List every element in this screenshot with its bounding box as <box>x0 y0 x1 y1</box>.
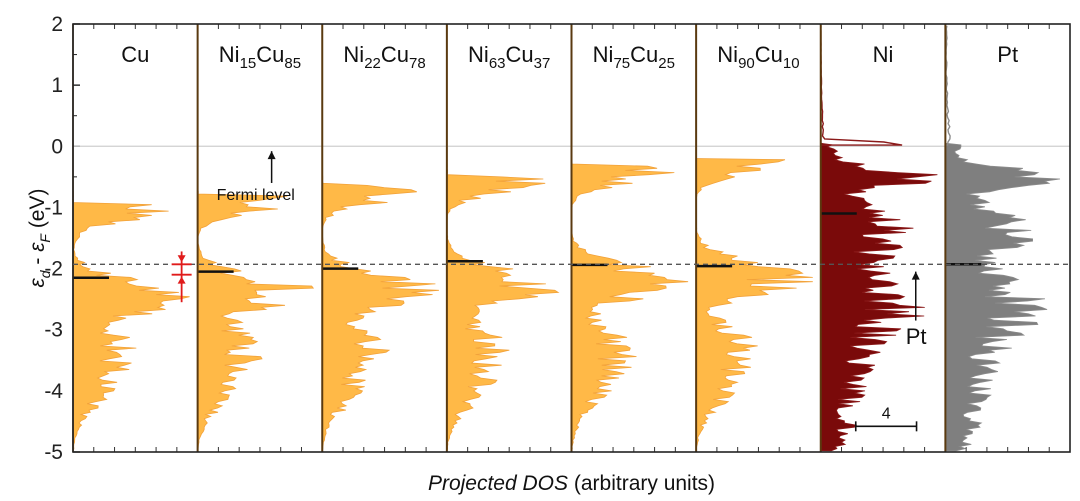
pt-label: Pt <box>906 324 927 349</box>
dos-area-Ni75Cu25 <box>571 158 689 452</box>
panel-title-Cu: Cu <box>121 42 149 67</box>
fermi-level-label: Fermi level <box>217 187 295 204</box>
panel-Ni75Cu25 <box>570 24 689 452</box>
panel-title-Ni75Cu25: Ni75Cu25 <box>593 42 675 72</box>
panel-Ni90Cu10 <box>695 24 813 452</box>
dos-area-Ni90Cu10 <box>695 158 813 452</box>
panel-title-Ni: Ni <box>873 42 894 67</box>
ytick-label: 0 <box>51 135 63 158</box>
y-axis-title: εd - εF (eV) <box>26 188 53 287</box>
panel-title-Ni90Cu10: Ni90Cu10 <box>717 42 799 72</box>
panel-Ni <box>819 24 938 452</box>
panel-Ni15Cu85 <box>196 24 315 452</box>
ytick-label: 2 <box>51 13 63 36</box>
ytick-label: -3 <box>44 319 63 342</box>
plot-frame <box>72 23 1071 453</box>
dos-area-Pt <box>944 142 1061 452</box>
ytick-label: -4 <box>44 380 63 403</box>
scale-bar-label: 4 <box>882 405 891 422</box>
pt-arrow-head <box>911 271 920 280</box>
panel-Ni63Cu37 <box>445 24 560 452</box>
ytick-label: -5 <box>44 441 63 464</box>
dos-area-Ni <box>820 142 938 452</box>
dos-area-Ni22Cu78 <box>321 158 439 452</box>
error-arrow-up <box>177 276 186 284</box>
dos-line-unoccupied-Pt <box>945 25 951 146</box>
panel-Ni22Cu78 <box>321 24 439 452</box>
error-arrow-down <box>177 255 186 263</box>
x-axis-title: Projected DOS (arbitrary units) <box>428 472 715 495</box>
ytick-label: 1 <box>51 74 63 97</box>
panel-title-Ni15Cu85: Ni15Cu85 <box>219 42 301 72</box>
dos-area-Ni15Cu85 <box>197 158 315 452</box>
dos-area-Cu <box>72 158 190 452</box>
panel-Pt <box>944 24 1061 452</box>
panel-title-Pt: Pt <box>997 42 1018 67</box>
panel-title-Ni63Cu37: Ni63Cu37 <box>468 42 550 72</box>
panel-Cu <box>72 24 190 452</box>
dos-area-Ni63Cu37 <box>446 158 560 452</box>
fermi-arrow-head <box>267 151 276 160</box>
ytick-label: -1 <box>44 196 63 219</box>
ytick-label: -2 <box>44 258 63 281</box>
panel-title-Ni22Cu78: Ni22Cu78 <box>343 42 425 72</box>
